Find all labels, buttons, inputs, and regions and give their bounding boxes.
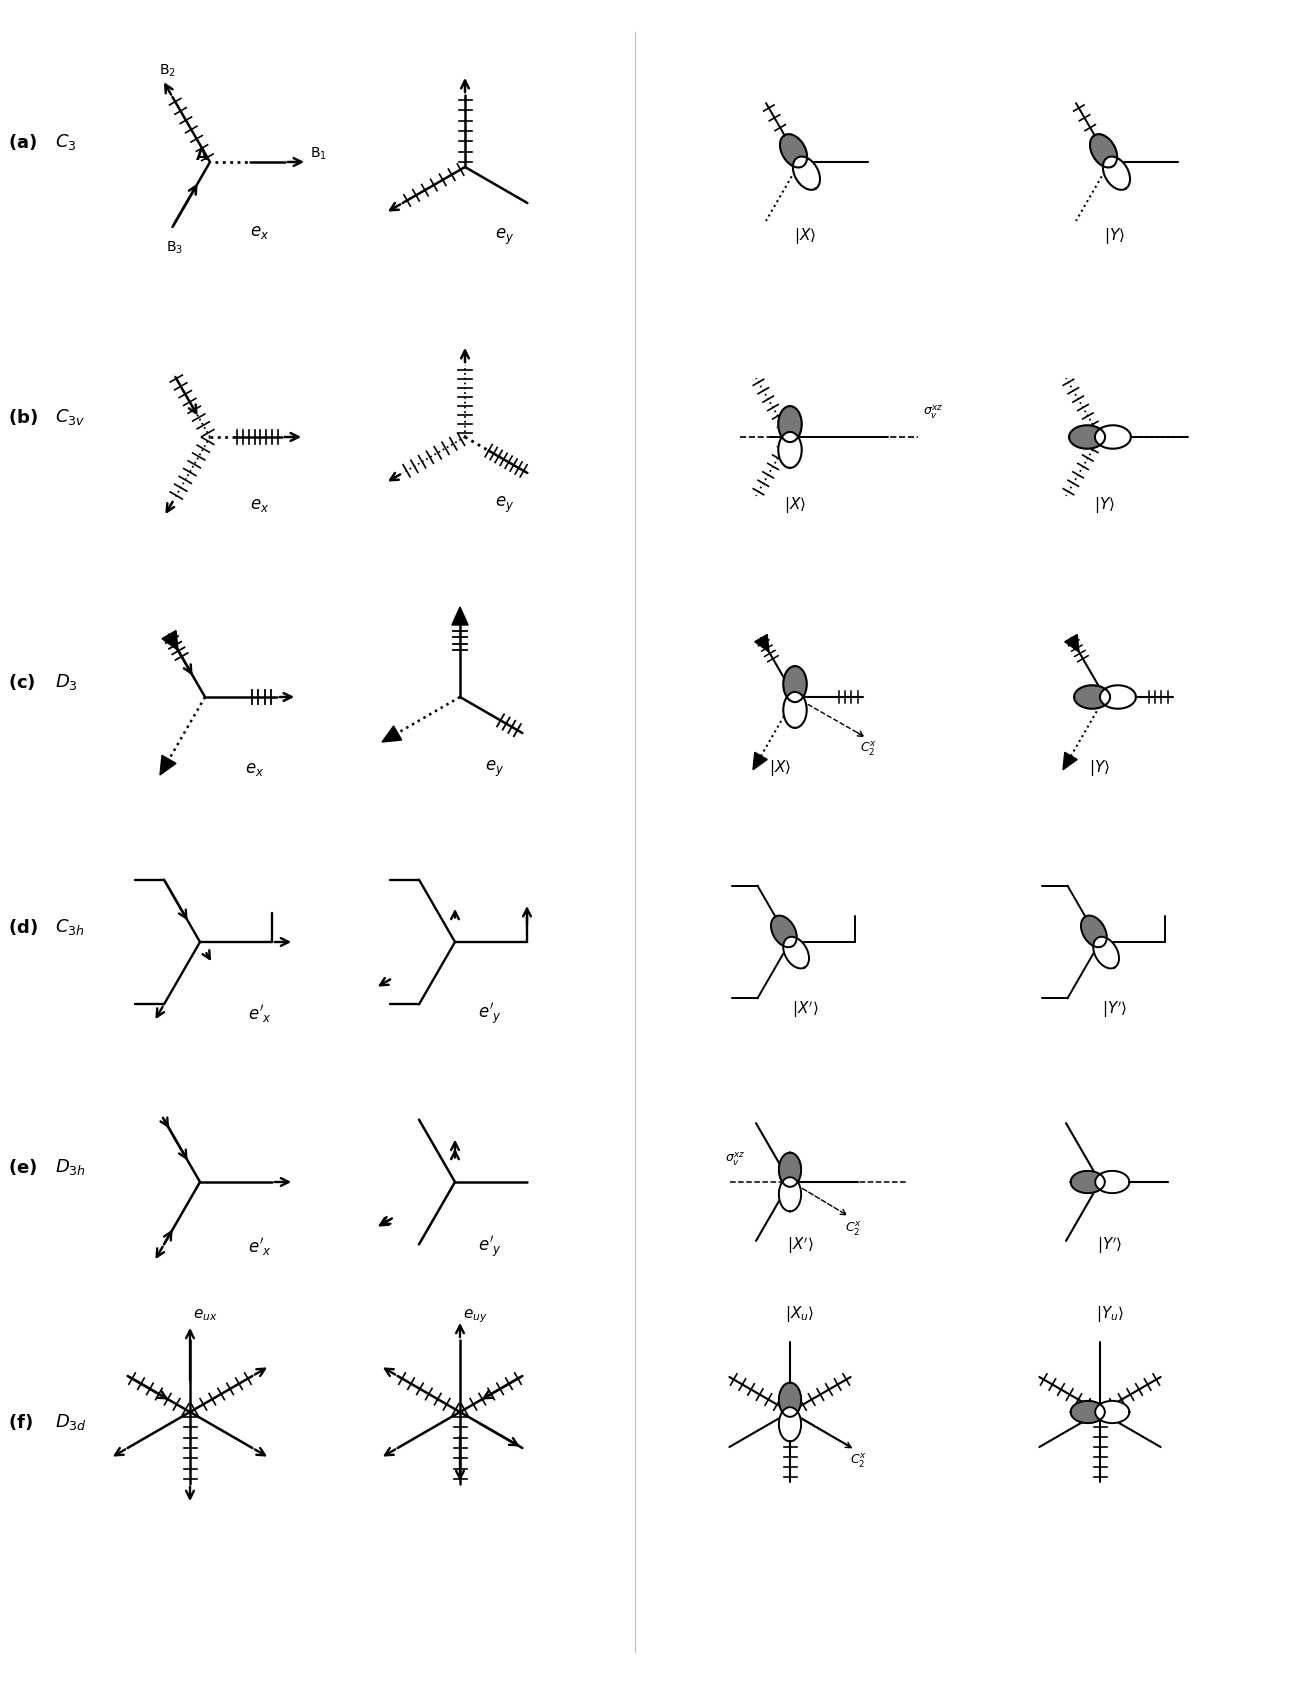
- Polygon shape: [1064, 634, 1079, 653]
- Text: $|Y'\rangle$: $|Y'\rangle$: [1097, 1235, 1123, 1256]
- Polygon shape: [792, 156, 820, 190]
- Text: $\mathrm{B}_2$: $\mathrm{B}_2$: [159, 62, 176, 79]
- Polygon shape: [781, 135, 807, 168]
- Text: $\mathrm{B}_1$: $\mathrm{B}_1$: [310, 146, 327, 161]
- Text: $|X'\rangle$: $|X'\rangle$: [787, 1235, 813, 1256]
- Text: $\mathbf{(a)}$: $\mathbf{(a)}$: [8, 131, 38, 151]
- Polygon shape: [1071, 1171, 1105, 1193]
- Text: $D_3$: $D_3$: [55, 673, 78, 691]
- Polygon shape: [1071, 1401, 1105, 1423]
- Polygon shape: [382, 727, 402, 742]
- Text: $|Y\rangle$: $|Y\rangle$: [1089, 759, 1111, 779]
- Polygon shape: [771, 915, 796, 947]
- Text: $C_2^x$: $C_2^x$: [846, 1219, 861, 1238]
- Text: $e_y$: $e_y$: [496, 495, 515, 515]
- Text: $\mathbf{(e)}$: $\mathbf{(e)}$: [8, 1157, 38, 1177]
- Text: $e_{ux}$: $e_{ux}$: [193, 1307, 217, 1322]
- Polygon shape: [451, 607, 468, 626]
- Text: $C_2^x$: $C_2^x$: [850, 1452, 866, 1470]
- Text: $|X_u\rangle$: $|X_u\rangle$: [786, 1304, 814, 1324]
- Text: $e_y$: $e_y$: [485, 759, 505, 779]
- Polygon shape: [779, 1408, 801, 1441]
- Polygon shape: [1095, 426, 1131, 449]
- Text: $\mathbf{(f)}$: $\mathbf{(f)}$: [8, 1411, 33, 1431]
- Polygon shape: [783, 691, 807, 728]
- Polygon shape: [1063, 752, 1077, 770]
- Text: $|X\rangle$: $|X\rangle$: [785, 495, 807, 515]
- Polygon shape: [1093, 937, 1119, 969]
- Polygon shape: [1095, 1401, 1129, 1423]
- Text: $|Y\rangle$: $|Y\rangle$: [1094, 495, 1115, 515]
- Polygon shape: [778, 405, 801, 442]
- Text: $e_x$: $e_x$: [250, 224, 269, 241]
- Text: $\sigma_v^{xz}$: $\sigma_v^{xz}$: [725, 1150, 745, 1167]
- Polygon shape: [1090, 135, 1118, 168]
- Text: $|Y_u\rangle$: $|Y_u\rangle$: [1095, 1304, 1124, 1324]
- Text: $e_y$: $e_y$: [496, 227, 515, 247]
- Text: $C_{3h}$: $C_{3h}$: [55, 917, 85, 937]
- Text: $e'_y$: $e'_y$: [477, 1001, 502, 1026]
- Polygon shape: [783, 937, 809, 969]
- Polygon shape: [1069, 426, 1105, 449]
- Polygon shape: [1095, 1171, 1129, 1193]
- Text: $C_2^x$: $C_2^x$: [860, 740, 877, 757]
- Polygon shape: [163, 631, 178, 651]
- Polygon shape: [753, 752, 768, 770]
- Polygon shape: [160, 755, 176, 775]
- Polygon shape: [778, 432, 801, 468]
- Text: $e'_x$: $e'_x$: [248, 1002, 272, 1024]
- Text: $e_x$: $e_x$: [246, 760, 264, 779]
- Text: $\mathrm{B}_3$: $\mathrm{B}_3$: [167, 241, 183, 256]
- Text: $C_{3v}$: $C_{3v}$: [55, 407, 85, 427]
- Text: $e_x$: $e_x$: [250, 496, 269, 515]
- Text: $|Y'\rangle$: $|Y'\rangle$: [1102, 999, 1128, 1019]
- Text: $D_{3d}$: $D_{3d}$: [55, 1411, 87, 1431]
- Polygon shape: [779, 1152, 801, 1187]
- Polygon shape: [1099, 685, 1136, 708]
- Text: $C_3$: $C_3$: [55, 131, 77, 151]
- Polygon shape: [779, 1177, 801, 1211]
- Polygon shape: [779, 1383, 801, 1416]
- Polygon shape: [1081, 915, 1107, 947]
- Text: $e_{uy}$: $e_{uy}$: [463, 1307, 488, 1325]
- Text: $D_{3h}$: $D_{3h}$: [55, 1157, 86, 1177]
- Text: $\mathbf{(c)}$: $\mathbf{(c)}$: [8, 673, 35, 691]
- Polygon shape: [1075, 685, 1110, 708]
- Text: $|X'\rangle$: $|X'\rangle$: [791, 999, 818, 1019]
- Text: $\mathbf{(d)}$: $\mathbf{(d)}$: [8, 917, 38, 937]
- Text: $|X\rangle$: $|X\rangle$: [769, 759, 791, 779]
- Text: $|Y\rangle$: $|Y\rangle$: [1105, 225, 1125, 246]
- Text: A: A: [196, 148, 208, 163]
- Text: $\sigma_v^{xz}$: $\sigma_v^{xz}$: [922, 404, 943, 420]
- Text: $|X\rangle$: $|X\rangle$: [794, 225, 816, 246]
- Text: $\mathbf{(b)}$: $\mathbf{(b)}$: [8, 407, 38, 427]
- Text: $e'_x$: $e'_x$: [248, 1236, 272, 1258]
- Polygon shape: [783, 666, 807, 701]
- Polygon shape: [755, 634, 769, 653]
- Polygon shape: [1103, 156, 1131, 190]
- Text: $e'_y$: $e'_y$: [477, 1235, 502, 1260]
